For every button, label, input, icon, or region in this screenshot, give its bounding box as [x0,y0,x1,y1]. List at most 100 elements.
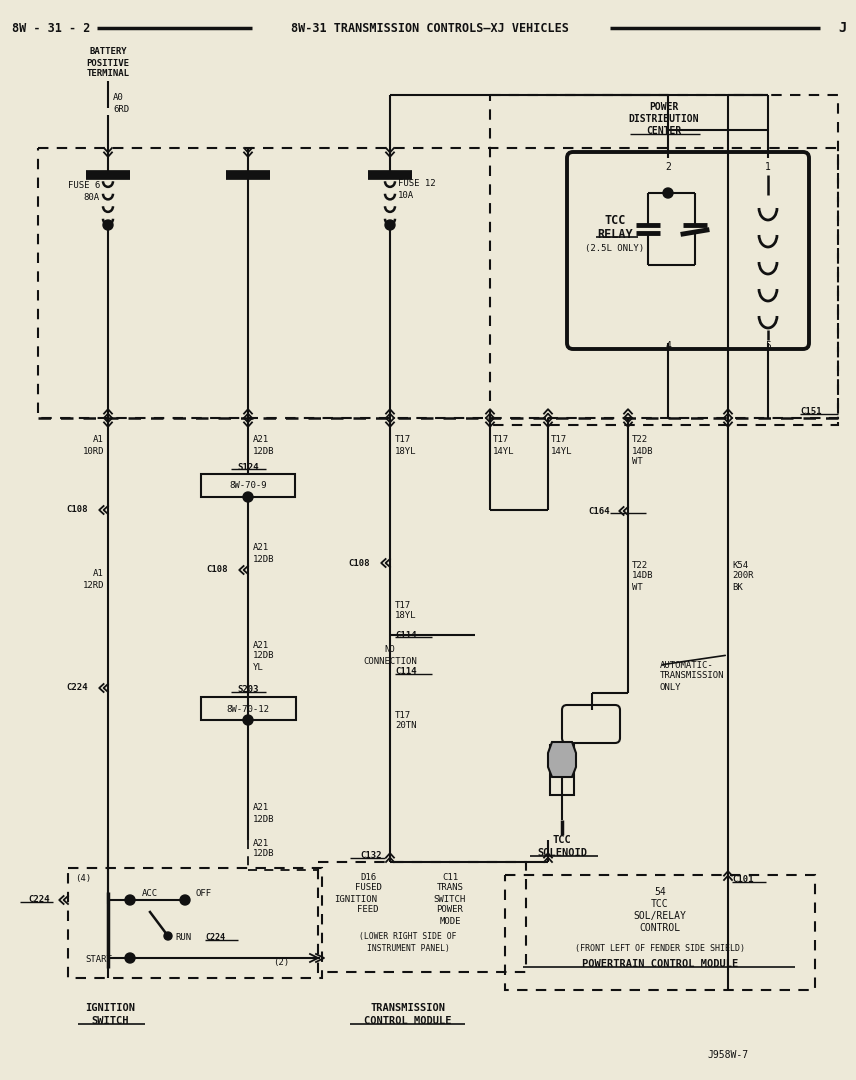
Text: (FRONT LEFT OF FENDER SIDE SHIELD): (FRONT LEFT OF FENDER SIDE SHIELD) [575,944,745,953]
Text: C11: C11 [442,873,458,881]
Text: T17: T17 [395,435,411,445]
Text: C108: C108 [206,566,228,575]
Text: BATTERY: BATTERY [89,48,127,56]
Text: C132: C132 [360,851,382,861]
Circle shape [663,188,673,198]
Bar [490,95,838,426]
Text: 12DB: 12DB [253,814,275,823]
Text: SWITCH: SWITCH [434,894,467,904]
Text: 1: 1 [765,162,771,172]
Text: C114: C114 [395,631,417,639]
Text: TRANS: TRANS [437,883,463,892]
Text: C151: C151 [800,407,822,417]
Text: WT: WT [632,582,643,592]
Text: SOLENOID: SOLENOID [537,848,587,858]
Text: TCC: TCC [651,899,669,909]
Text: 12DB: 12DB [253,554,275,564]
Text: CONNECTION: CONNECTION [363,657,417,665]
Text: T22: T22 [632,561,648,569]
Bar [38,148,838,418]
Circle shape [125,953,135,963]
Text: 2: 2 [665,162,671,172]
Bar [201,697,296,720]
Text: C224: C224 [205,933,225,943]
Text: RELAY: RELAY [597,228,633,241]
Text: TRANSMISSION: TRANSMISSION [371,1003,445,1013]
Text: J: J [839,21,847,35]
Text: WT: WT [632,458,643,467]
Text: 14DB: 14DB [632,571,653,581]
Text: 14YL: 14YL [551,446,573,456]
Text: 8W-31 TRANSMISSION CONTROLS—XJ VEHICLES: 8W-31 TRANSMISSION CONTROLS—XJ VEHICLES [291,22,569,35]
Text: POWER: POWER [437,905,463,915]
Text: T22: T22 [632,435,648,445]
Text: SOL/RELAY: SOL/RELAY [633,912,687,921]
Text: FUSED: FUSED [354,883,382,892]
Text: 80A: 80A [84,193,100,203]
Text: RUN: RUN [175,933,191,943]
Text: 12DB: 12DB [253,446,275,456]
Text: FEED: FEED [357,905,378,915]
Text: TCC: TCC [604,214,626,227]
Text: POWERTRAIN CONTROL MODULE: POWERTRAIN CONTROL MODULE [582,959,738,969]
Bar [68,868,322,978]
Text: INSTRUMENT PANEL): INSTRUMENT PANEL) [366,944,449,953]
Circle shape [180,895,190,905]
Text: C224: C224 [67,684,88,692]
Circle shape [164,932,172,940]
Text: MODE: MODE [439,917,461,926]
Text: K54: K54 [732,561,748,569]
Text: (2.5L ONLY): (2.5L ONLY) [586,244,645,254]
Text: J958W-7: J958W-7 [707,1050,748,1059]
Text: 20TN: 20TN [395,721,417,730]
Text: (4): (4) [75,874,91,882]
Text: S124: S124 [237,462,259,472]
Text: T17: T17 [551,435,568,445]
Text: A21: A21 [253,640,269,649]
Text: C108: C108 [67,505,88,514]
Text: SWITCH: SWITCH [92,1016,128,1026]
Text: YL: YL [253,662,264,672]
Text: FUSE 6: FUSE 6 [68,180,100,189]
Text: 8W-70-12: 8W-70-12 [227,704,270,714]
Text: A1: A1 [93,569,104,579]
Text: OFF: OFF [196,890,212,899]
Text: BK: BK [732,582,743,592]
Text: POWER: POWER [650,102,679,112]
Text: 14DB: 14DB [632,446,653,456]
Text: AUTOMATIC-: AUTOMATIC- [660,661,714,670]
Text: 10RD: 10RD [82,446,104,456]
Text: 200R: 200R [732,571,753,581]
Text: ACC: ACC [142,890,158,899]
Text: 12RD: 12RD [82,581,104,590]
Text: 14YL: 14YL [493,446,514,456]
Text: ONLY: ONLY [660,683,681,691]
Text: A21: A21 [253,435,269,445]
Circle shape [243,715,253,725]
Text: 10A: 10A [398,191,414,201]
Text: C164: C164 [588,507,610,515]
Text: IGNITION: IGNITION [85,1003,135,1013]
Text: 18YL: 18YL [395,446,417,456]
Text: C108: C108 [348,558,370,567]
Circle shape [385,220,395,230]
Text: 12DB: 12DB [253,651,275,661]
Text: 18YL: 18YL [395,611,417,621]
Text: 8W-70-9: 8W-70-9 [229,482,267,490]
Text: IGNITION: IGNITION [335,894,377,904]
Text: (LOWER RIGHT SIDE OF: (LOWER RIGHT SIDE OF [360,931,457,941]
Text: TRANSMISSION: TRANSMISSION [660,672,724,680]
Circle shape [243,492,253,502]
Text: A21: A21 [253,838,269,848]
Text: 12DB: 12DB [253,850,275,859]
Text: C114: C114 [395,667,417,676]
Text: START: START [85,956,112,964]
Bar [505,875,815,990]
Text: CENTER: CENTER [646,126,681,136]
Text: T17: T17 [493,435,509,445]
Text: CONTROL MODULE: CONTROL MODULE [365,1016,452,1026]
Text: 4: 4 [665,341,671,351]
Text: T17: T17 [395,600,411,609]
Text: 8W - 31 - 2: 8W - 31 - 2 [12,22,91,35]
Text: TCC: TCC [553,835,571,845]
